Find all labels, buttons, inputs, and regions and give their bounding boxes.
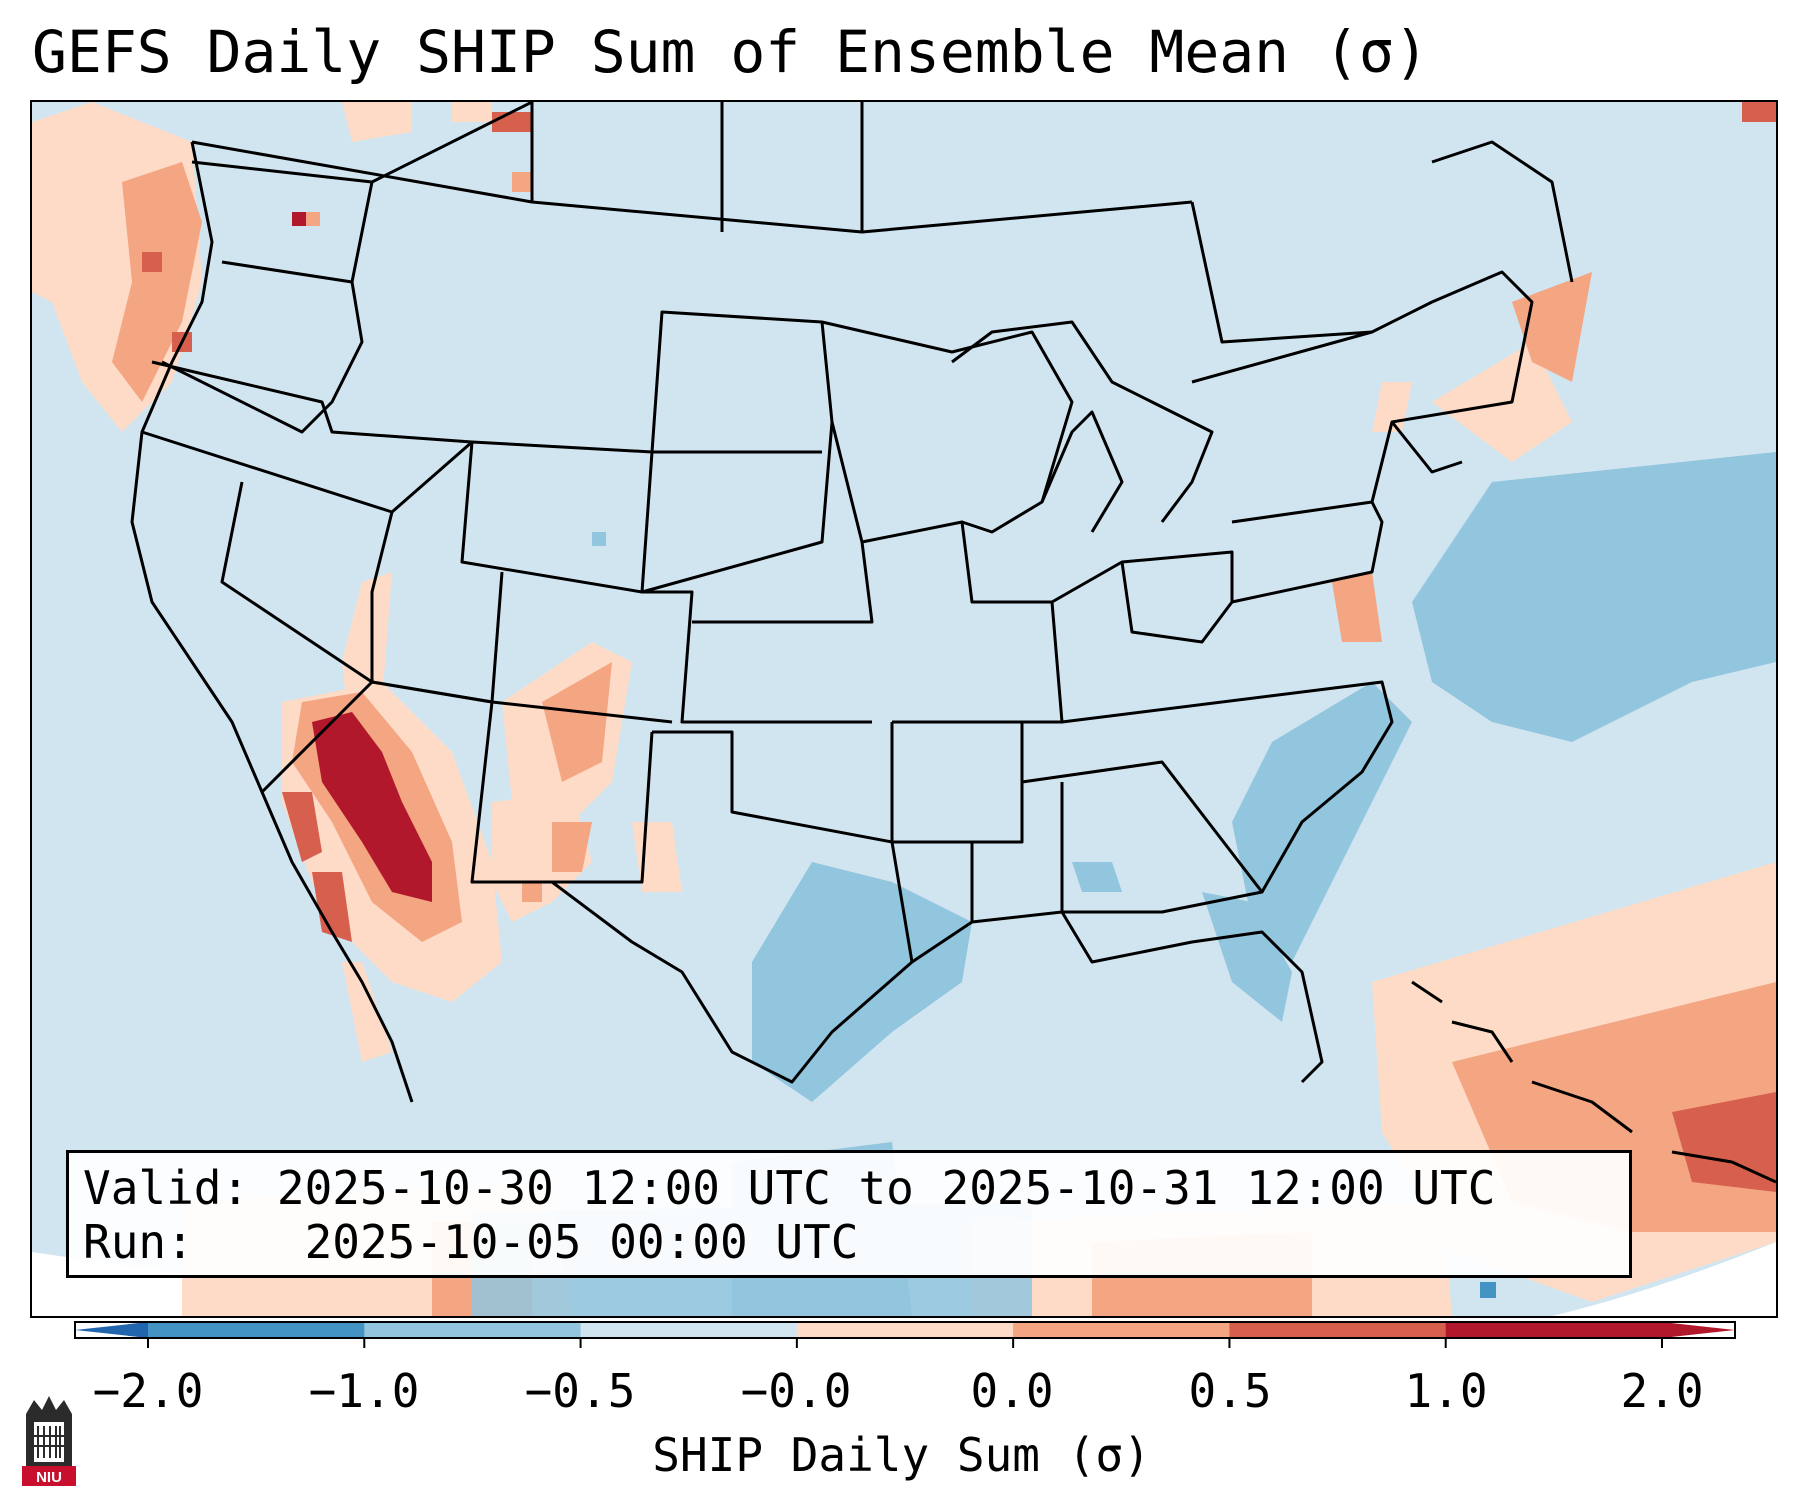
colorbar-tick-label: 0.0 bbox=[970, 1364, 1054, 1418]
map-panel bbox=[30, 100, 1778, 1318]
colorbar-segment bbox=[1013, 1322, 1230, 1338]
anomaly-pacific-nw bbox=[32, 102, 1776, 432]
valid-label: Valid: bbox=[83, 1161, 250, 1215]
colorbar-segment bbox=[148, 1322, 365, 1338]
map-title: GEFS Daily SHIP Sum of Ensemble Mean (σ) bbox=[32, 18, 1429, 86]
great-lakes-outline bbox=[951, 320, 1214, 523]
colorbar-tick-label: −0.0 bbox=[740, 1364, 852, 1418]
colorbar-segment bbox=[796, 1322, 1014, 1338]
colorbar-tick-label: −2.0 bbox=[92, 1364, 204, 1418]
run-label: Run: bbox=[83, 1215, 194, 1269]
map-edge-blank bbox=[1552, 1242, 1776, 1316]
canada-border bbox=[191, 140, 1193, 234]
map-edge-blank bbox=[32, 1252, 552, 1316]
west-coastline bbox=[130, 141, 414, 1103]
colorbar-segment bbox=[364, 1322, 582, 1338]
colorbar-extend-low bbox=[75, 1322, 148, 1338]
anomaly-southwest bbox=[282, 572, 682, 1062]
colorbar-tick-label: −0.5 bbox=[524, 1364, 636, 1418]
logo-text: NIU bbox=[36, 1469, 62, 1486]
valid-time-range: 2025-10-30 12:00 UTC to 2025-10-31 12:00… bbox=[276, 1161, 1496, 1215]
colorbar-label: SHIP Daily Sum (σ) bbox=[652, 1428, 1151, 1482]
run-time: 2025-10-05 00:00 UTC bbox=[304, 1215, 859, 1269]
colorbar-outline bbox=[74, 1321, 1736, 1339]
colorbar-ticks bbox=[147, 1338, 1663, 1348]
colorbar-extend-high bbox=[1662, 1322, 1735, 1338]
valid-run-info-box: Valid: 2025-10-30 12:00 UTC to 2025-10-3… bbox=[66, 1150, 1632, 1278]
colorbar-tick-label: 2.0 bbox=[1620, 1364, 1704, 1418]
colorbar-tick-label: 0.5 bbox=[1188, 1364, 1272, 1418]
colorbar bbox=[74, 1321, 1736, 1348]
colorbar-segment bbox=[1229, 1322, 1447, 1338]
colorbar-segment bbox=[1445, 1322, 1663, 1338]
colorbar-segments bbox=[148, 1322, 1663, 1338]
anomaly-caribbean bbox=[1332, 272, 1776, 1302]
colorbar-segment bbox=[580, 1322, 798, 1338]
state-boundaries bbox=[130, 102, 1776, 1184]
map-canvas bbox=[32, 102, 1776, 1316]
colorbar-tick-label: −1.0 bbox=[308, 1364, 420, 1418]
colorbar-tick-label: 1.0 bbox=[1404, 1364, 1488, 1418]
niu-logo: NIU bbox=[22, 1396, 76, 1486]
